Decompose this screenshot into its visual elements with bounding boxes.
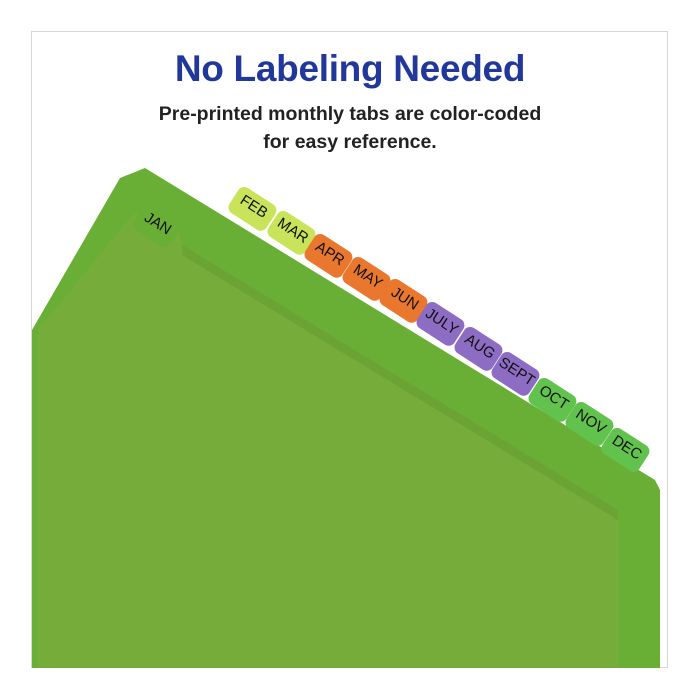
- tab-background: [416, 301, 465, 346]
- tab-background: [228, 186, 277, 231]
- tab-background: [601, 427, 650, 472]
- tab-background: [491, 351, 540, 396]
- tab-background: [454, 326, 503, 371]
- tab-aug[interactable]: AUG: [452, 324, 505, 373]
- tab-background: [132, 204, 181, 248]
- tab-feb[interactable]: FEB: [226, 184, 279, 233]
- tab-background: [304, 233, 353, 278]
- subtitle-line-1: Pre-printed monthly tabs are color-coded: [158, 103, 542, 125]
- subtitle: Pre-printed monthly tabs are color-coded…: [0, 100, 700, 156]
- tab-background: [267, 210, 316, 255]
- front-sheet-shadow: [182, 245, 618, 520]
- tab-background: [342, 256, 391, 301]
- tab-background: [528, 377, 577, 422]
- tab-background: [379, 278, 428, 323]
- subtitle-line-2: for easy reference.: [263, 131, 437, 153]
- front-divider-sheet: [38, 212, 618, 668]
- headline: No Labeling Needed: [174, 48, 526, 89]
- tab-background: [565, 401, 614, 446]
